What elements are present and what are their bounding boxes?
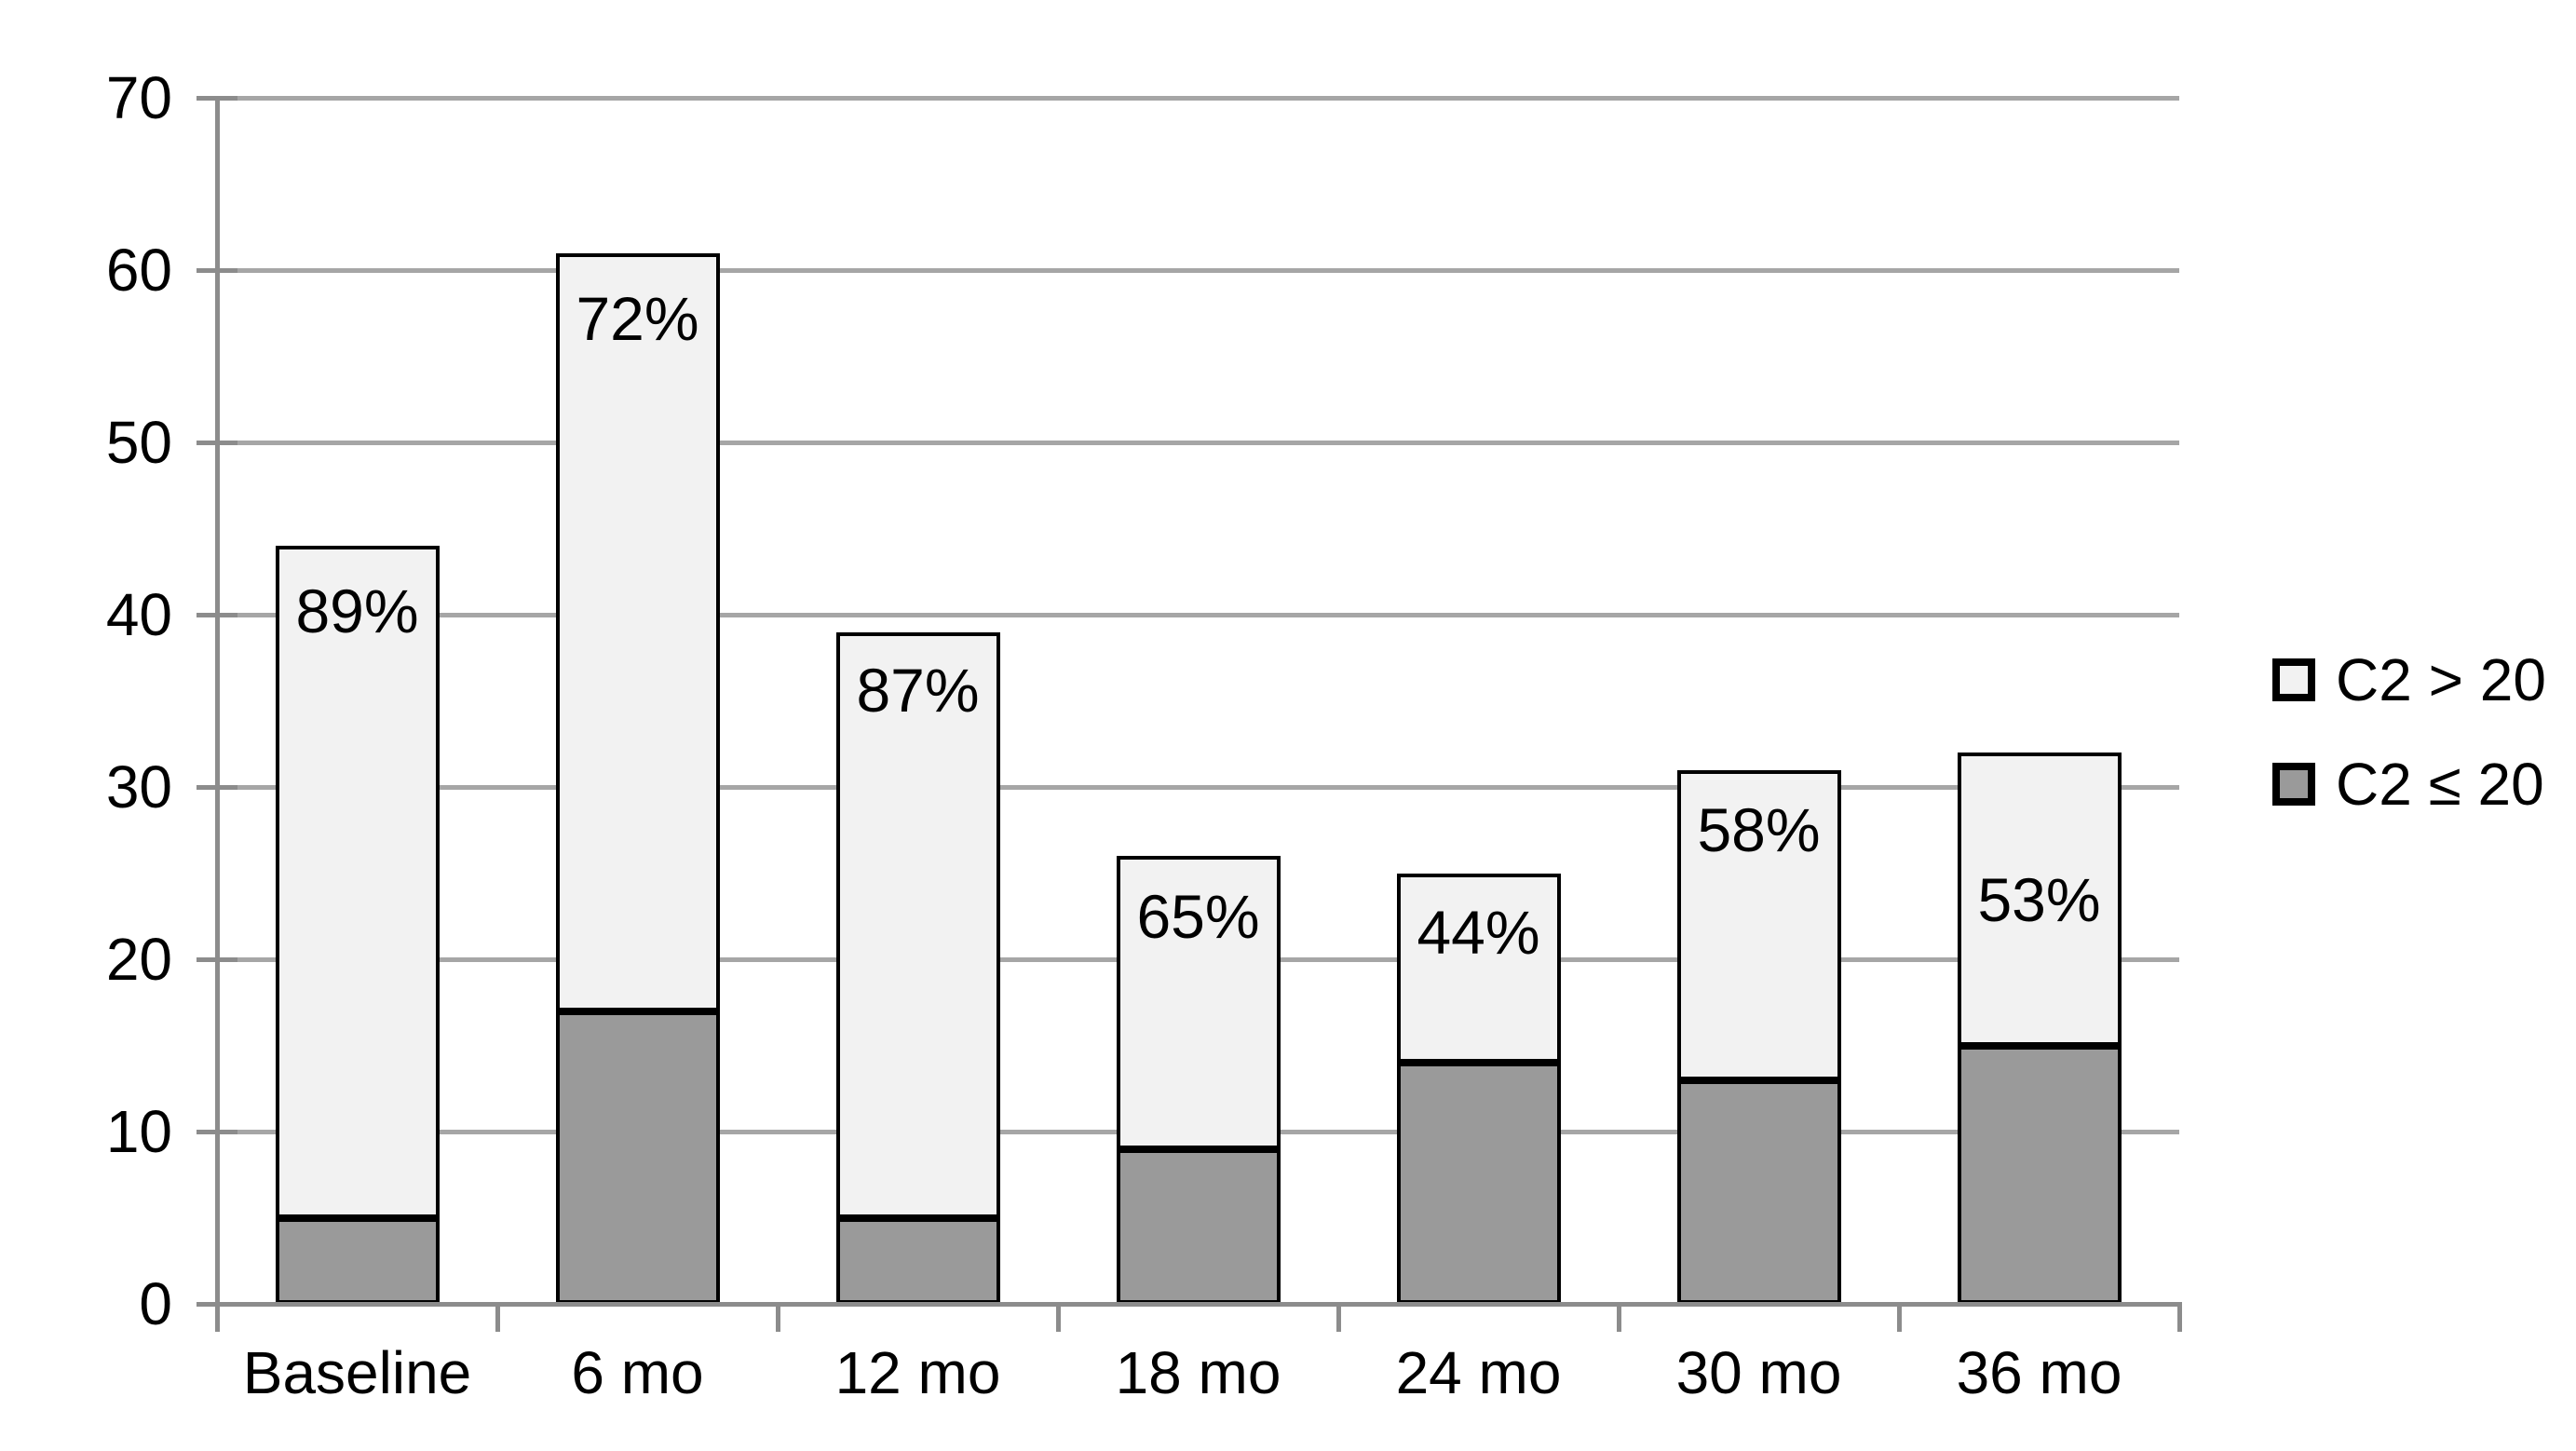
x-category-label: 18 mo	[1115, 1339, 1281, 1406]
x-tick	[2176, 1304, 2182, 1332]
bar-segment-c2-le-20	[1957, 1045, 2122, 1304]
bar-segment-c2-le-20	[1676, 1079, 1841, 1304]
x-category-label: 24 mo	[1395, 1339, 1562, 1406]
bar-percent-label: 72%	[576, 283, 699, 353]
gridline	[217, 267, 2179, 273]
bar-percent-label: 87%	[856, 655, 980, 725]
bar-percent-label: 58%	[1697, 794, 1821, 864]
x-tick	[495, 1304, 500, 1332]
y-tick-label: 60	[105, 237, 172, 304]
bar-segment-c2-le-20	[835, 1217, 1000, 1304]
bar-segment-c2-gt-20	[835, 631, 1000, 1218]
x-category-label: 6 mo	[571, 1339, 704, 1406]
gridline	[217, 784, 2179, 790]
bar-percent-label: 65%	[1136, 882, 1260, 951]
x-category-label: 30 mo	[1675, 1339, 1842, 1406]
gridline	[217, 440, 2179, 445]
y-tick-label: 50	[105, 409, 172, 476]
y-tick-label: 70	[105, 64, 172, 131]
bar-segment-c2-le-20	[275, 1217, 440, 1304]
x-category-label: Baseline	[242, 1339, 472, 1406]
legend-label-c2-gt-20: C2 > 20	[2336, 646, 2546, 713]
legend: C2 > 20 C2 ≤ 20	[2272, 650, 2546, 866]
y-axis-line	[215, 96, 220, 1325]
y-tick-label: 0	[139, 1270, 172, 1337]
y-tick-label: 20	[105, 926, 172, 993]
bar-segment-c2-gt-20	[1957, 753, 2122, 1046]
gridline	[217, 612, 2179, 617]
bar-segment-c2-gt-20	[1396, 873, 1561, 1063]
bar-percent-label: 53%	[1977, 865, 2101, 934]
gridline	[217, 95, 2179, 101]
bar-segment-c2-gt-20	[1676, 769, 1841, 1080]
legend-marker-c2-le-20-icon	[2272, 763, 2315, 806]
x-tick	[775, 1304, 780, 1332]
y-tick-label: 10	[105, 1098, 172, 1165]
bar-segment-c2-le-20	[1116, 1148, 1281, 1304]
x-category-label: 36 mo	[1956, 1339, 2122, 1406]
x-category-label: 12 mo	[834, 1339, 1001, 1406]
legend-item-c2-le-20: C2 ≤ 20	[2272, 754, 2546, 814]
x-tick	[1055, 1304, 1061, 1332]
bar-segment-c2-gt-20	[1116, 856, 1281, 1149]
x-tick	[1335, 1304, 1341, 1332]
y-tick-label: 40	[105, 581, 172, 648]
legend-marker-c2-gt-20-icon	[2272, 658, 2315, 701]
bar-percent-label: 44%	[1417, 897, 1540, 967]
legend-label-c2-le-20: C2 ≤ 20	[2336, 751, 2544, 818]
bar-segment-c2-le-20	[555, 1010, 720, 1304]
legend-item-c2-gt-20: C2 > 20	[2272, 650, 2546, 710]
bar-segment-c2-gt-20	[555, 252, 720, 1011]
x-tick	[1896, 1304, 1902, 1332]
y-tick-label: 30	[105, 753, 172, 820]
x-tick	[1616, 1304, 1621, 1332]
bar-segment-c2-gt-20	[275, 546, 440, 1218]
x-axis-line	[197, 1302, 2182, 1307]
bar-percent-label: 89%	[295, 576, 419, 645]
bar-segment-c2-le-20	[1396, 1063, 1561, 1304]
